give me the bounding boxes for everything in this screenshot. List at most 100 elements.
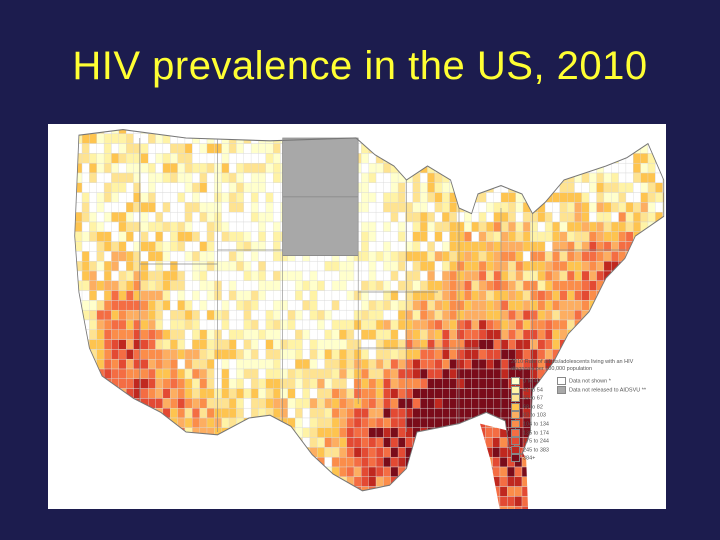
county bbox=[464, 251, 472, 262]
county bbox=[566, 300, 575, 311]
county bbox=[442, 427, 450, 438]
county bbox=[552, 427, 560, 438]
county bbox=[655, 447, 663, 458]
county bbox=[471, 417, 480, 429]
county bbox=[640, 251, 649, 262]
county bbox=[192, 300, 200, 311]
county bbox=[214, 466, 222, 478]
county bbox=[162, 143, 171, 154]
county bbox=[574, 290, 583, 301]
county bbox=[236, 427, 244, 438]
county bbox=[148, 129, 156, 135]
county bbox=[419, 319, 428, 331]
county bbox=[206, 319, 215, 331]
county bbox=[456, 280, 465, 291]
county bbox=[434, 417, 443, 429]
county bbox=[464, 349, 472, 360]
county bbox=[74, 172, 75, 184]
county bbox=[81, 427, 90, 438]
county bbox=[228, 427, 237, 438]
county bbox=[89, 270, 97, 282]
county bbox=[368, 388, 377, 399]
county bbox=[74, 319, 83, 331]
county bbox=[206, 466, 215, 478]
county bbox=[596, 221, 605, 233]
county bbox=[148, 162, 156, 174]
county bbox=[566, 231, 575, 242]
county bbox=[206, 270, 215, 282]
county bbox=[456, 388, 465, 399]
county bbox=[89, 368, 97, 380]
county bbox=[125, 358, 134, 370]
county bbox=[537, 270, 546, 282]
county bbox=[383, 280, 391, 291]
county bbox=[177, 133, 186, 144]
county bbox=[111, 260, 119, 272]
county bbox=[544, 476, 553, 487]
county bbox=[471, 290, 480, 301]
county bbox=[96, 329, 105, 340]
county bbox=[125, 486, 134, 491]
county bbox=[412, 486, 421, 491]
county bbox=[331, 447, 340, 458]
county bbox=[74, 270, 83, 282]
county bbox=[96, 260, 105, 272]
county bbox=[89, 496, 96, 506]
county bbox=[544, 280, 553, 291]
county bbox=[500, 211, 509, 223]
county bbox=[140, 143, 149, 154]
county bbox=[125, 251, 134, 262]
county bbox=[280, 437, 289, 448]
county bbox=[309, 339, 318, 350]
county bbox=[486, 153, 494, 164]
county bbox=[155, 162, 164, 174]
county bbox=[148, 231, 156, 242]
county bbox=[581, 153, 590, 164]
county bbox=[633, 270, 641, 282]
county bbox=[170, 349, 178, 360]
county bbox=[537, 172, 546, 184]
county bbox=[177, 153, 186, 164]
county bbox=[184, 309, 193, 321]
county bbox=[559, 417, 568, 429]
county-cells bbox=[74, 129, 664, 506]
county bbox=[500, 153, 509, 164]
county bbox=[303, 496, 310, 506]
county bbox=[471, 329, 480, 340]
county bbox=[419, 358, 428, 370]
county bbox=[331, 398, 340, 409]
county bbox=[103, 270, 112, 282]
county bbox=[626, 496, 633, 506]
county bbox=[221, 182, 230, 193]
county bbox=[250, 153, 259, 164]
county bbox=[618, 447, 627, 458]
county bbox=[243, 143, 252, 154]
county bbox=[574, 251, 583, 262]
county bbox=[250, 486, 259, 491]
county bbox=[633, 486, 641, 491]
county bbox=[368, 172, 377, 184]
county bbox=[339, 300, 347, 311]
county bbox=[199, 211, 208, 223]
county bbox=[258, 466, 266, 478]
county bbox=[427, 202, 436, 213]
county bbox=[74, 388, 75, 399]
county bbox=[537, 182, 546, 193]
county bbox=[81, 202, 90, 213]
county bbox=[537, 251, 546, 262]
county bbox=[603, 182, 612, 193]
county bbox=[346, 329, 355, 340]
county bbox=[368, 270, 377, 282]
county bbox=[427, 143, 436, 154]
county bbox=[625, 427, 634, 438]
county bbox=[74, 339, 75, 350]
county bbox=[434, 309, 443, 321]
county bbox=[236, 476, 244, 487]
county bbox=[339, 486, 347, 491]
county bbox=[243, 398, 252, 409]
county bbox=[493, 270, 502, 282]
county bbox=[361, 309, 369, 321]
county bbox=[449, 260, 458, 272]
county bbox=[272, 182, 281, 193]
county bbox=[339, 339, 347, 350]
